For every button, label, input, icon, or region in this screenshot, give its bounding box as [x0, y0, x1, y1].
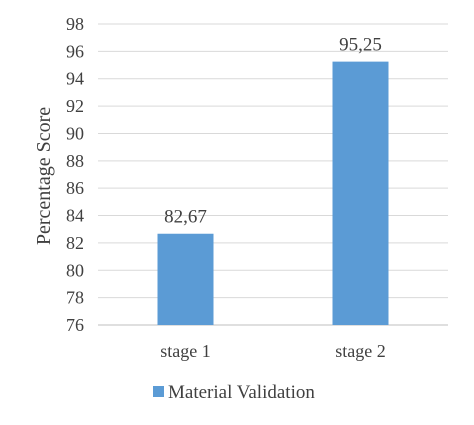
data-label: 95,25 — [339, 35, 382, 56]
bar — [332, 61, 389, 325]
x-tick-label: stage 1 — [160, 341, 210, 361]
bar — [157, 233, 214, 325]
y-tick-label: 90 — [66, 123, 84, 143]
y-tick-label: 86 — [66, 178, 84, 198]
y-tick-label: 98 — [66, 14, 84, 34]
data-labels: 82,67 95,25 — [164, 35, 382, 228]
gridlines — [98, 23, 448, 326]
legend: Material Validation — [153, 382, 315, 403]
y-tick-label: 78 — [66, 288, 84, 308]
y-tick-label: 88 — [66, 151, 84, 171]
y-tick-label: 94 — [66, 69, 84, 89]
y-tick-label: 80 — [66, 260, 84, 280]
bars — [157, 61, 389, 325]
y-tick-label: 92 — [66, 96, 84, 116]
y-tick-label: 76 — [66, 315, 84, 335]
x-axis-ticks: stage 1 stage 2 — [160, 341, 385, 361]
x-tick-label: stage 2 — [335, 341, 385, 361]
y-axis-title: Percentage Score — [33, 107, 55, 245]
y-tick-label: 82 — [66, 233, 84, 253]
legend-swatch — [153, 386, 164, 397]
y-tick-label: 84 — [66, 206, 84, 226]
y-axis-ticks: 76 78 80 82 84 86 88 90 92 94 96 98 — [66, 14, 84, 335]
legend-label: Material Validation — [168, 382, 315, 403]
y-tick-label: 96 — [66, 41, 84, 61]
data-label: 82,67 — [164, 207, 207, 228]
